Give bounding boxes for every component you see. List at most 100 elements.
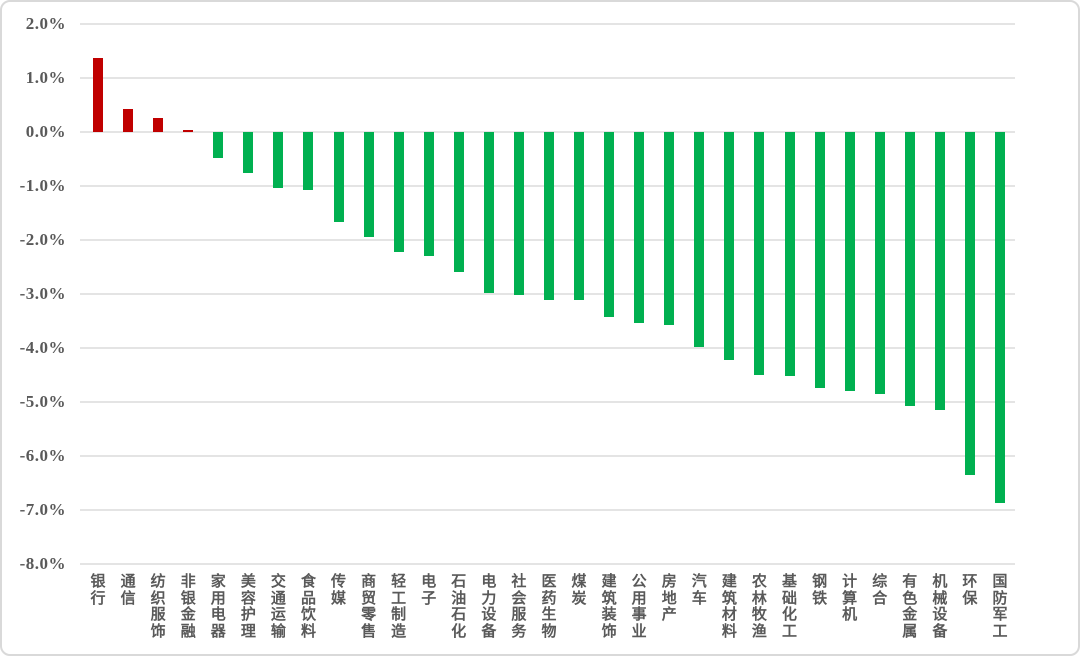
x-axis-label-char: 服	[511, 607, 527, 623]
x-axis-label-char: 建	[721, 574, 737, 590]
x-axis-label-char: 备	[932, 623, 948, 640]
x-axis-tick-label: 建筑装饰	[594, 574, 624, 640]
bar	[453, 132, 464, 272]
x-axis-label-char: 料	[300, 623, 316, 640]
x-axis-tick-label: 非银金融	[173, 574, 203, 640]
x-axis-label-char: 化	[451, 623, 467, 640]
bar	[393, 132, 404, 252]
x-axis-label-char: 铁	[812, 590, 828, 607]
x-axis-label-char: 银	[90, 574, 106, 590]
x-axis-tick-label: 综合	[865, 574, 895, 607]
x-axis-label-char: 造	[391, 623, 407, 640]
x-axis-label-char: 机	[842, 607, 858, 623]
x-axis-label-char: 防	[992, 590, 1008, 607]
x-axis-label-char: 用	[210, 590, 226, 607]
x-axis-label-char: 通	[120, 574, 136, 590]
x-axis-label-char: 通	[270, 590, 286, 607]
x-axis-label-char: 业	[631, 623, 647, 640]
bar	[604, 132, 615, 317]
gridline	[80, 347, 1015, 350]
x-axis-label-char: 家	[210, 574, 226, 590]
x-axis-label-char: 环	[962, 574, 978, 590]
x-axis-label-char: 金	[180, 607, 196, 623]
x-axis-label-char: 产	[661, 607, 677, 623]
bar	[934, 132, 945, 411]
x-axis-label-char: 物	[541, 623, 557, 640]
x-axis-label-char: 化	[782, 607, 798, 623]
bar	[93, 58, 104, 132]
x-axis-label-char: 轻	[391, 574, 407, 590]
x-axis-label-char: 银	[180, 590, 196, 607]
x-axis-label-char: 房	[661, 574, 677, 590]
y-axis-tick-label: 0.0%	[25, 122, 66, 141]
x-axis-label-char: 国	[992, 574, 1008, 590]
y-axis-tick-label: -6.0%	[19, 446, 66, 466]
x-axis-label-char: 美	[240, 574, 256, 590]
bar	[994, 132, 1005, 503]
bar	[213, 132, 224, 159]
x-axis-tick-label: 社会服务	[504, 574, 534, 640]
x-axis-label-char: 非	[180, 574, 196, 590]
x-axis-label-char: 础	[782, 590, 798, 607]
x-axis-tick-label: 家用电器	[203, 574, 233, 640]
x-axis-label-char: 油	[451, 590, 467, 607]
x-axis-label-char: 工	[391, 590, 407, 607]
bar	[664, 132, 675, 325]
bar	[303, 132, 314, 191]
bar	[273, 132, 284, 189]
bar	[513, 132, 524, 295]
x-axis-label-char: 建	[601, 574, 617, 590]
x-axis-label-char: 算	[842, 590, 858, 607]
x-axis-label-char: 备	[481, 623, 497, 640]
x-axis-label-char: 军	[992, 607, 1008, 623]
x-axis-tick-label: 公用事业	[624, 574, 654, 640]
x-axis-label-char: 饮	[300, 607, 316, 623]
y-axis-tick-label: 2.0%	[25, 13, 66, 33]
x-axis-label-char: 会	[511, 590, 527, 607]
x-axis-label-char: 理	[240, 623, 256, 640]
x-axis-label-char: 电	[421, 574, 437, 590]
x-axis-tick-label: 环保	[955, 574, 985, 607]
bar	[243, 132, 254, 174]
x-axis-label-char: 基	[782, 574, 798, 590]
bar	[363, 132, 374, 237]
x-axis-tick-label: 交通运输	[263, 574, 293, 640]
y-axis-tick-label: -7.0%	[19, 500, 66, 520]
x-axis-tick-label: 计算机	[835, 574, 865, 624]
x-axis-tick-label: 石油石化	[444, 574, 474, 640]
x-axis-tick-label: 传媒	[324, 574, 354, 607]
x-axis-tick-label: 基础化工	[775, 574, 805, 640]
x-axis-label-char: 医	[541, 574, 557, 590]
gridline	[80, 22, 1015, 25]
x-axis-tick-label: 建筑材料	[714, 574, 744, 640]
gridline	[80, 563, 1015, 566]
x-axis-label-char: 综	[872, 574, 888, 590]
x-axis-label-char: 设	[932, 607, 948, 623]
x-axis-label-char: 护	[240, 607, 256, 623]
x-axis-label-char: 贸	[361, 590, 377, 607]
x-axis-tick-label: 煤炭	[564, 574, 594, 607]
x-axis-label-char: 钢	[812, 574, 828, 590]
x-axis-label-char: 饰	[150, 623, 166, 640]
x-axis-label-char: 电	[210, 607, 226, 623]
bar	[784, 132, 795, 377]
x-axis-tick-label: 银行	[83, 574, 113, 607]
x-axis-label-char: 牧	[751, 607, 767, 623]
x-axis-tick-label: 纺织服饰	[143, 574, 173, 640]
x-axis-label-char: 器	[210, 623, 226, 640]
x-axis-label-char: 社	[511, 574, 527, 590]
x-axis-label-char: 售	[361, 623, 377, 640]
x-axis-label-char: 运	[270, 607, 286, 623]
x-axis-label-char: 工	[992, 623, 1008, 640]
x-axis-label-char: 车	[691, 590, 707, 607]
y-axis-tick-label: -3.0%	[19, 284, 66, 304]
x-axis-tick-label: 商贸零售	[354, 574, 384, 640]
x-axis-label-char: 输	[270, 623, 286, 640]
x-axis-label-char: 药	[541, 590, 557, 607]
x-axis-label-char: 媒	[331, 590, 347, 607]
y-axis-tick-label: -8.0%	[19, 554, 66, 574]
x-axis-label-char: 林	[751, 590, 767, 607]
bar	[754, 132, 765, 376]
x-axis-label-char: 设	[481, 607, 497, 623]
y-axis-tick-label: -2.0%	[19, 230, 66, 250]
